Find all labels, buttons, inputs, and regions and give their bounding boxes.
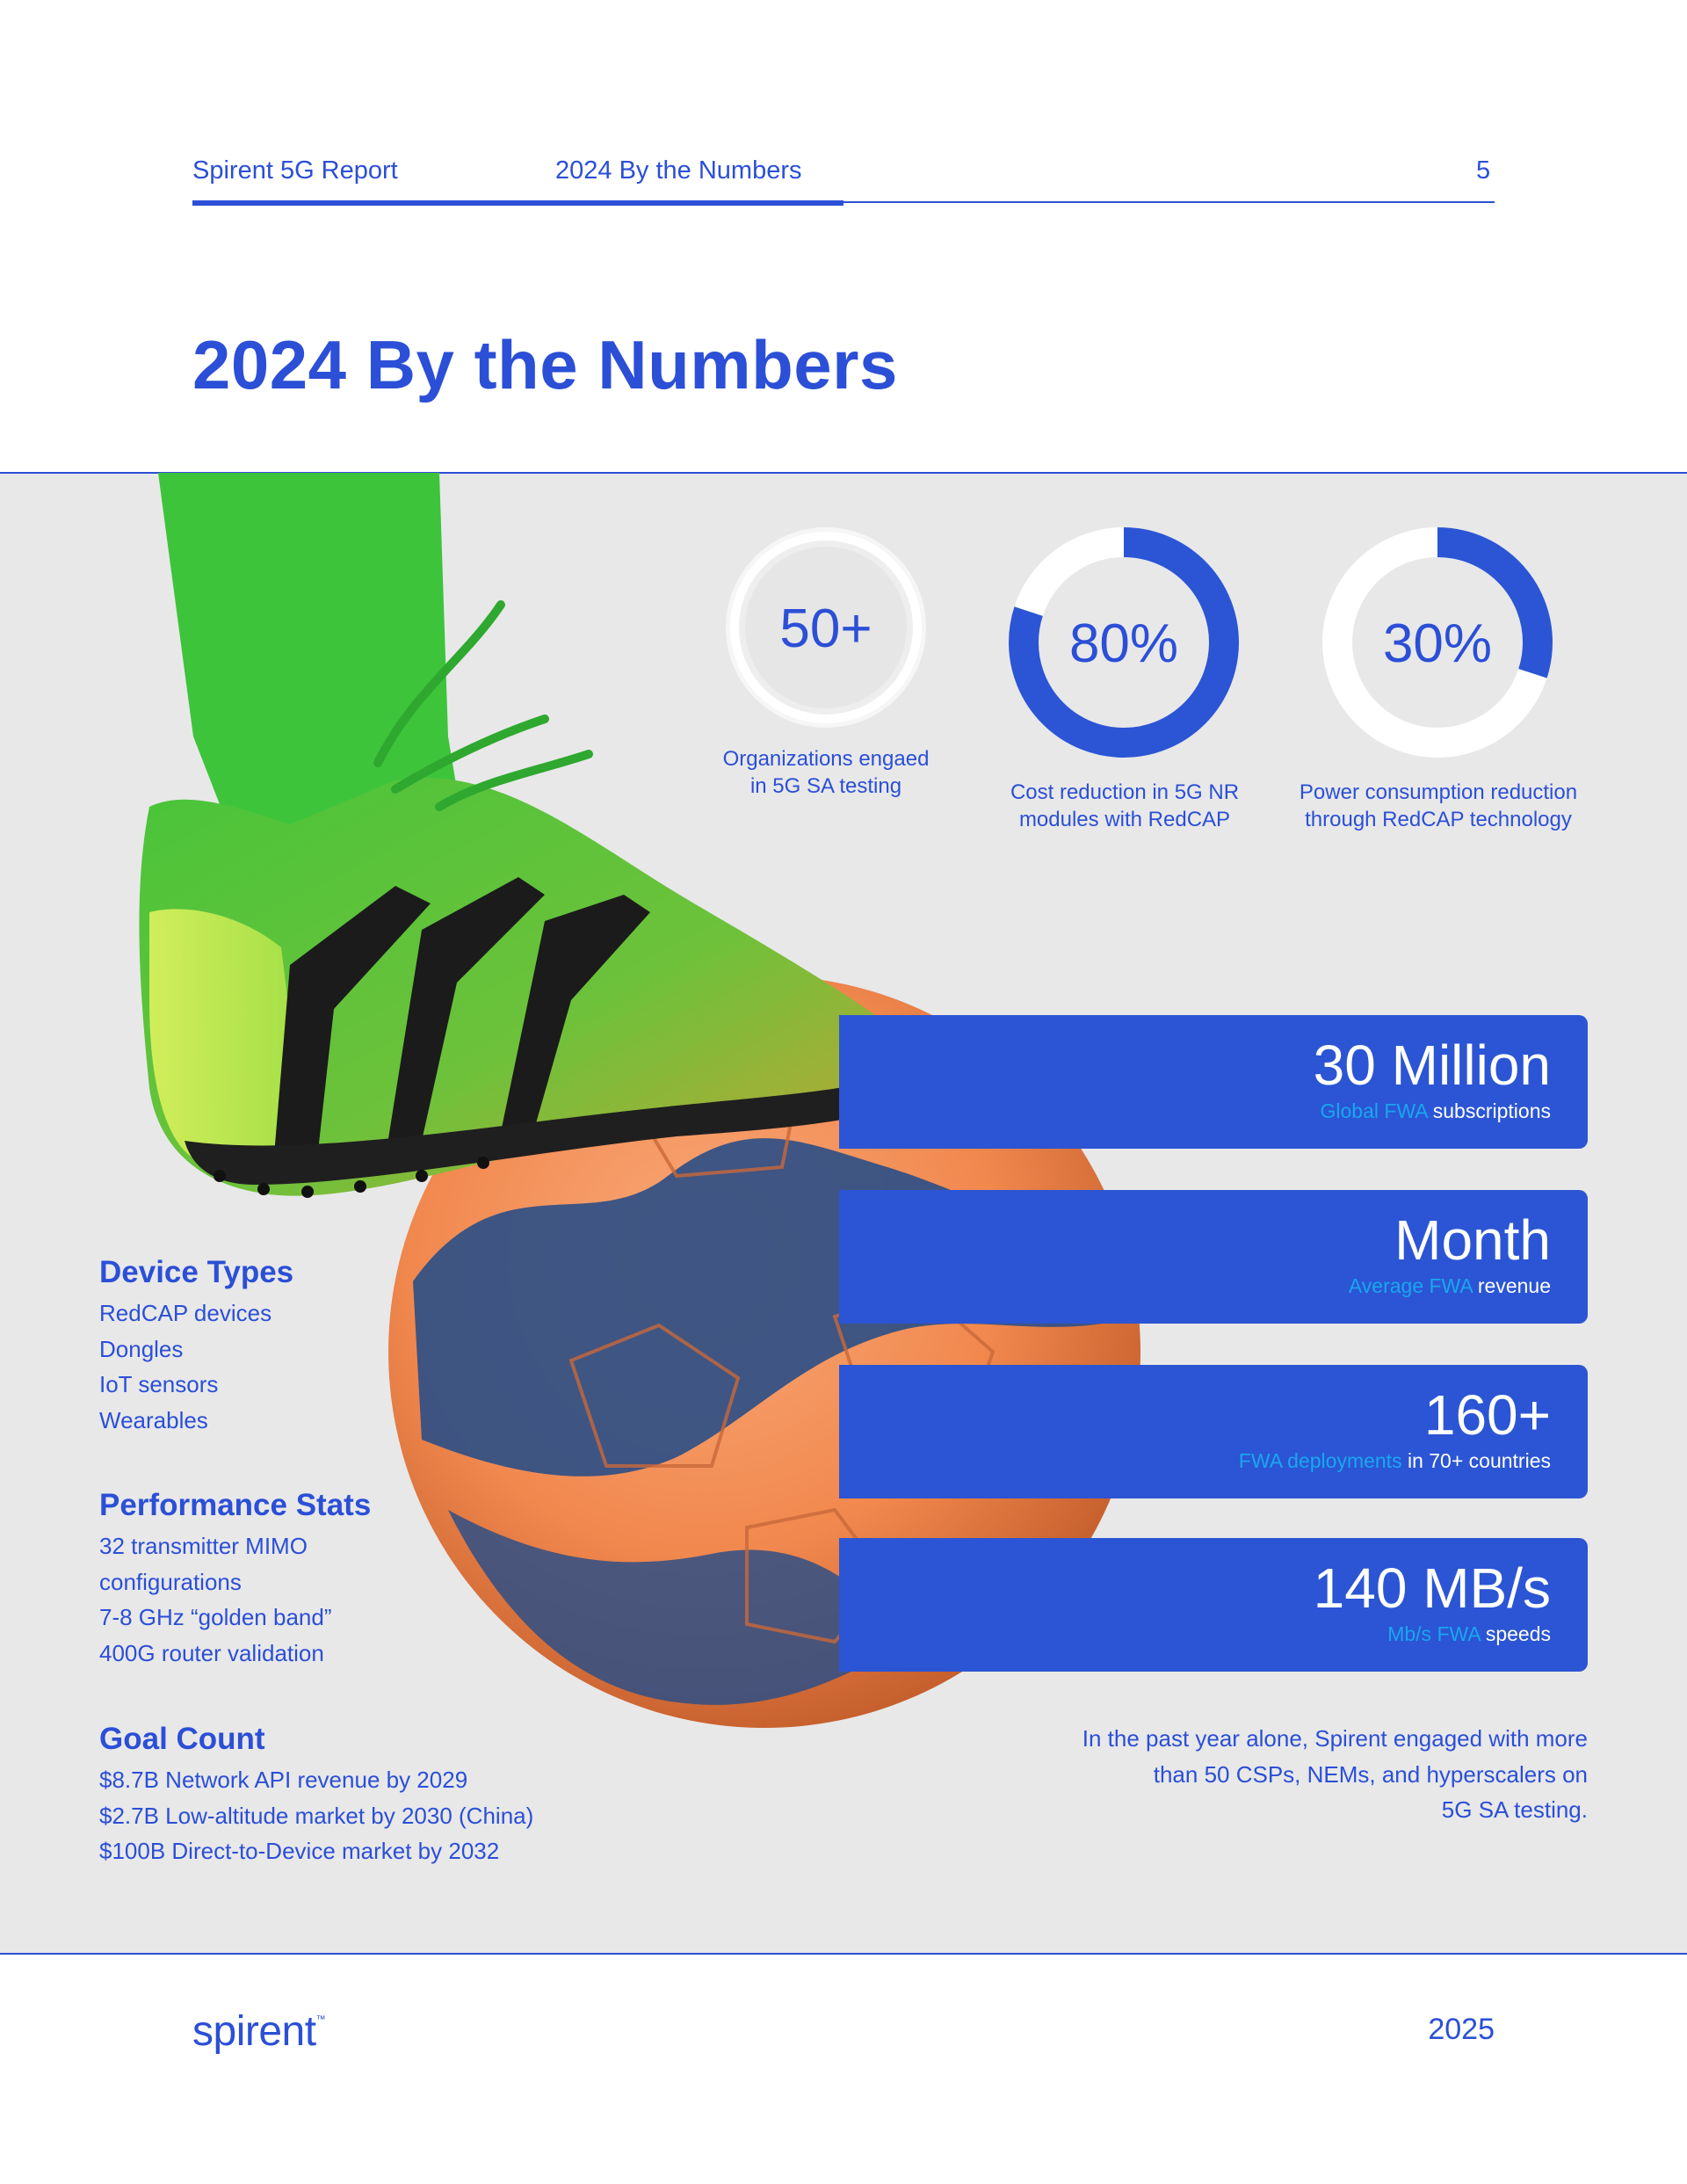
stat-caption-cost-reduction: Cost reduction in 5G NR modules with Red… [1010, 780, 1240, 831]
donut-arc-30 [1322, 527, 1553, 758]
card-value: Month [1394, 1208, 1551, 1272]
panel-top-rule [0, 472, 1687, 474]
boot-laces [373, 600, 593, 811]
stat-value-power-reduction: 30% [1383, 613, 1492, 674]
list-item: Wearables [99, 1407, 208, 1434]
card-value: 140 MB/s [1313, 1556, 1551, 1620]
boot-sole [185, 1062, 931, 1185]
card-caption: FWA deployments in 70+ countries [1238, 1449, 1551, 1472]
list-item: 400G router validation [99, 1640, 324, 1667]
page-number: 5 [1476, 156, 1491, 185]
stat-value-cost-reduction: 80% [1069, 613, 1178, 674]
card-caption: Average FWA revenue [1348, 1274, 1551, 1297]
stat-card-subscriptions: 30 Million Global FWA subscriptions [839, 1015, 1588, 1149]
list-performance-stats: Performance Stats 32 transmitter MIMO co… [99, 1488, 371, 1672]
footer-year: 2025 [1428, 2013, 1495, 2046]
section-name: 2024 By the Numbers [555, 156, 802, 185]
stat-caption-organizations: Organizations engaed in 5G SA testing [722, 747, 930, 798]
list-item: $2.7B Low-altitude market by 2030 (China… [99, 1802, 534, 1829]
summary-paragraph: In the past year alone, Spirent engaged … [1082, 1725, 1588, 1824]
list-item: 7-8 GHz “golden band” [99, 1604, 332, 1631]
panel-bottom-rule [0, 1953, 1687, 1955]
list-item: configurations [99, 1568, 242, 1595]
donut-arc-80 [1009, 527, 1239, 758]
list-item: RedCAP devices [99, 1300, 272, 1326]
header-progress-rule [192, 200, 844, 206]
list-goal-count: Goal Count $8.7B Network API revenue by … [99, 1722, 533, 1869]
card-value: 30 Million [1313, 1034, 1551, 1097]
list-item: $100B Direct-to-Device market by 2032 [99, 1838, 500, 1865]
card-caption: Mb/s FWA speeds [1387, 1622, 1551, 1645]
report-name: Spirent 5G Report [192, 156, 398, 185]
list-item: Dongles [99, 1335, 184, 1362]
card-caption: Global FWA subscriptions [1320, 1099, 1551, 1122]
list-title: Performance Stats [99, 1488, 372, 1522]
stat-card-deployments: 160+ FWA deployments in 70+ countries [839, 1365, 1588, 1498]
boot-heel [149, 909, 308, 1172]
ball-stripe-lower [448, 1510, 905, 1705]
stat-card-revenue: Month Average FWA revenue [839, 1190, 1588, 1324]
stat-caption-power-reduction: Power consumption reduction through RedC… [1299, 780, 1578, 831]
stat-donut-cost-reduction: 80% [1009, 527, 1239, 758]
list-item: $8.7B Network API revenue by 2029 [99, 1767, 468, 1793]
card-value: 160+ [1423, 1383, 1551, 1447]
list-title: Goal Count [99, 1722, 265, 1756]
header-rule [192, 201, 1495, 203]
spirent-logo: spirent™ [192, 2008, 326, 2055]
list-device-types: Device Types RedCAP devices Dongles IoT … [99, 1255, 293, 1439]
list-item: 32 transmitter MIMO [99, 1533, 308, 1559]
stat-card-speeds: 140 MB/s Mb/s FWA speeds [839, 1538, 1588, 1672]
stat-ring-organizations: 50+ [726, 527, 926, 728]
stat-donut-power-reduction: 30% [1322, 527, 1553, 758]
list-title: Device Types [99, 1255, 294, 1289]
list-item: IoT sensors [99, 1371, 219, 1398]
boot-studs [214, 1157, 489, 1198]
stat-value-organizations: 50+ [779, 599, 872, 659]
page-title: 2024 By the Numbers [192, 326, 898, 403]
boot-stripes [272, 877, 650, 1176]
